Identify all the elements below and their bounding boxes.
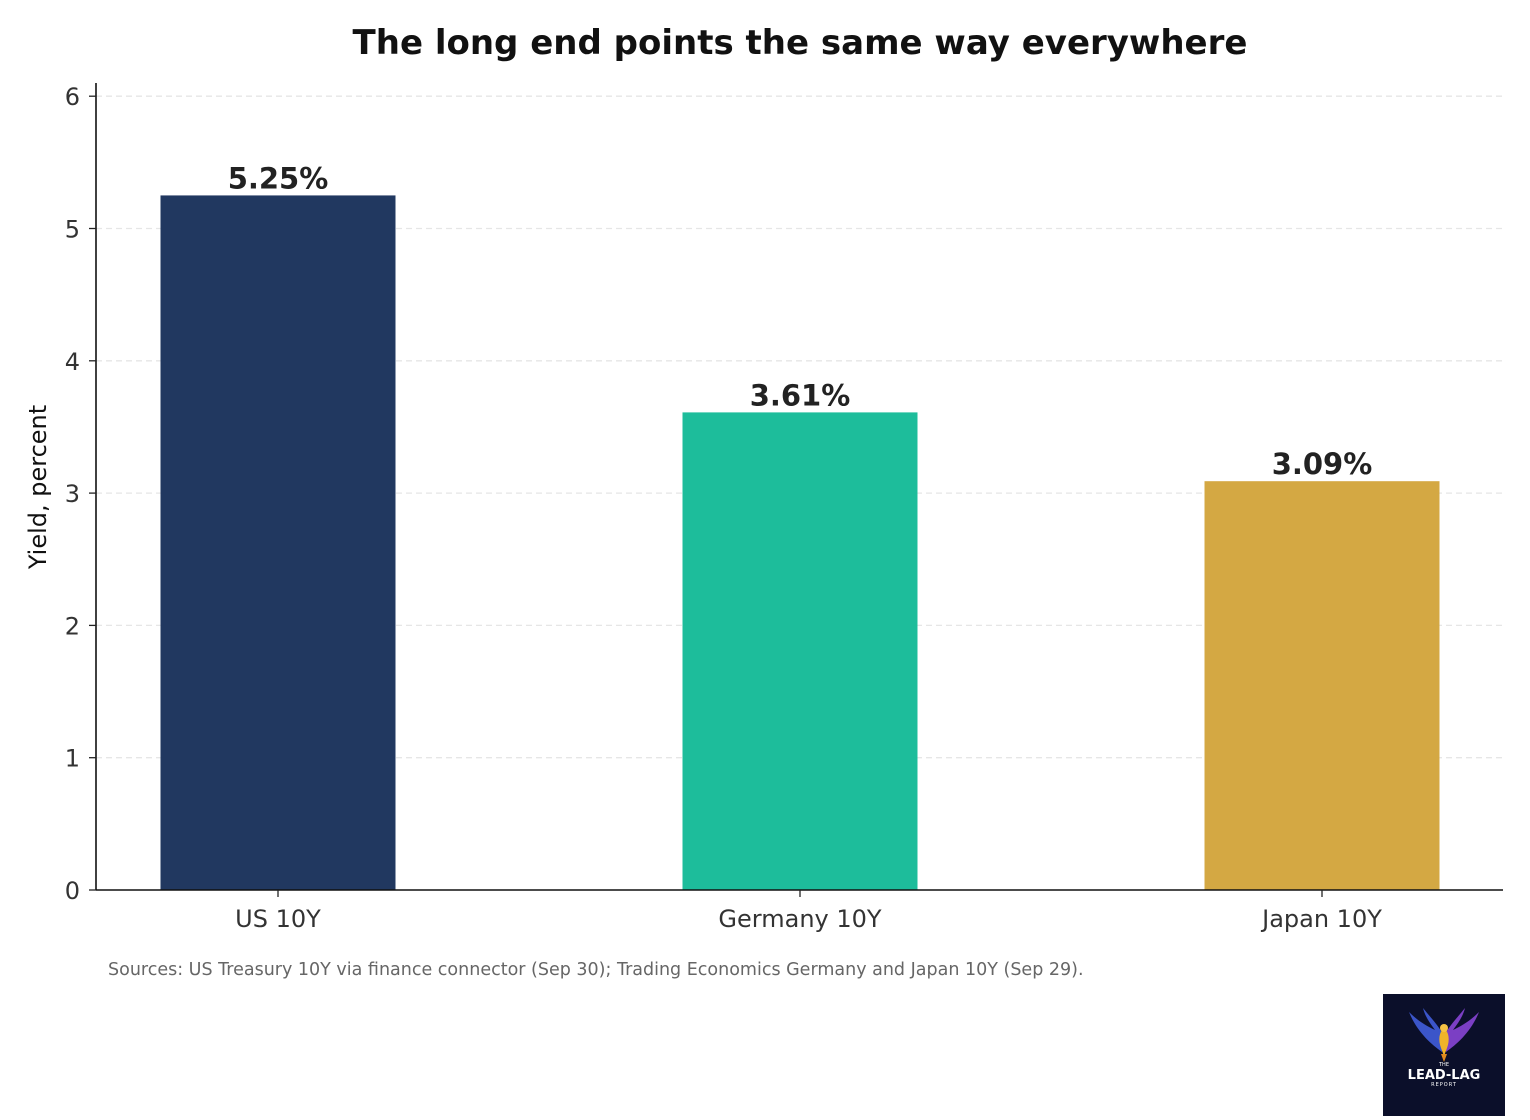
data-label: 3.61% [750,378,851,412]
logo-brand-text: LEAD-LAG [1408,1068,1481,1083]
data-label: 5.25% [228,161,329,195]
bar [682,412,918,890]
phoenix-icon [1409,1008,1479,1062]
y-axis-label: Yield, percent [24,405,52,570]
bar [1204,481,1440,890]
y-tick-label: 0 [65,877,80,905]
logo-sub-text: REPORT [1431,1082,1457,1088]
sources-note: Sources: US Treasury 10Y via finance con… [108,960,1084,980]
x-tick-label: US 10Y [235,905,321,933]
y-tick-label: 4 [65,348,80,376]
bars [160,195,1440,891]
y-tick-label: 3 [65,480,80,508]
y-tick-label: 6 [65,83,80,111]
data-label: 3.09% [1272,447,1373,481]
x-tick-label: Germany 10Y [718,905,881,933]
logo-small-text: THE [1438,1062,1449,1068]
data-labels: 5.25% 3.61% 3.09% [228,161,1373,481]
y-tick-label: 5 [65,216,80,244]
chart-title: The long end points the same way everywh… [353,23,1248,63]
lead-lag-logo: THE LEAD-LAG REPORT [1383,994,1505,1116]
bar [160,195,396,891]
y-tick-label: 1 [65,745,80,773]
y-axis-ticks: 0 1 2 3 4 5 6 [65,83,96,905]
x-tick-label: Japan 10Y [1260,905,1382,933]
y-tick-label: 2 [65,612,80,640]
x-axis-ticks: US 10Y Germany 10Y Japan 10Y [235,890,1382,933]
